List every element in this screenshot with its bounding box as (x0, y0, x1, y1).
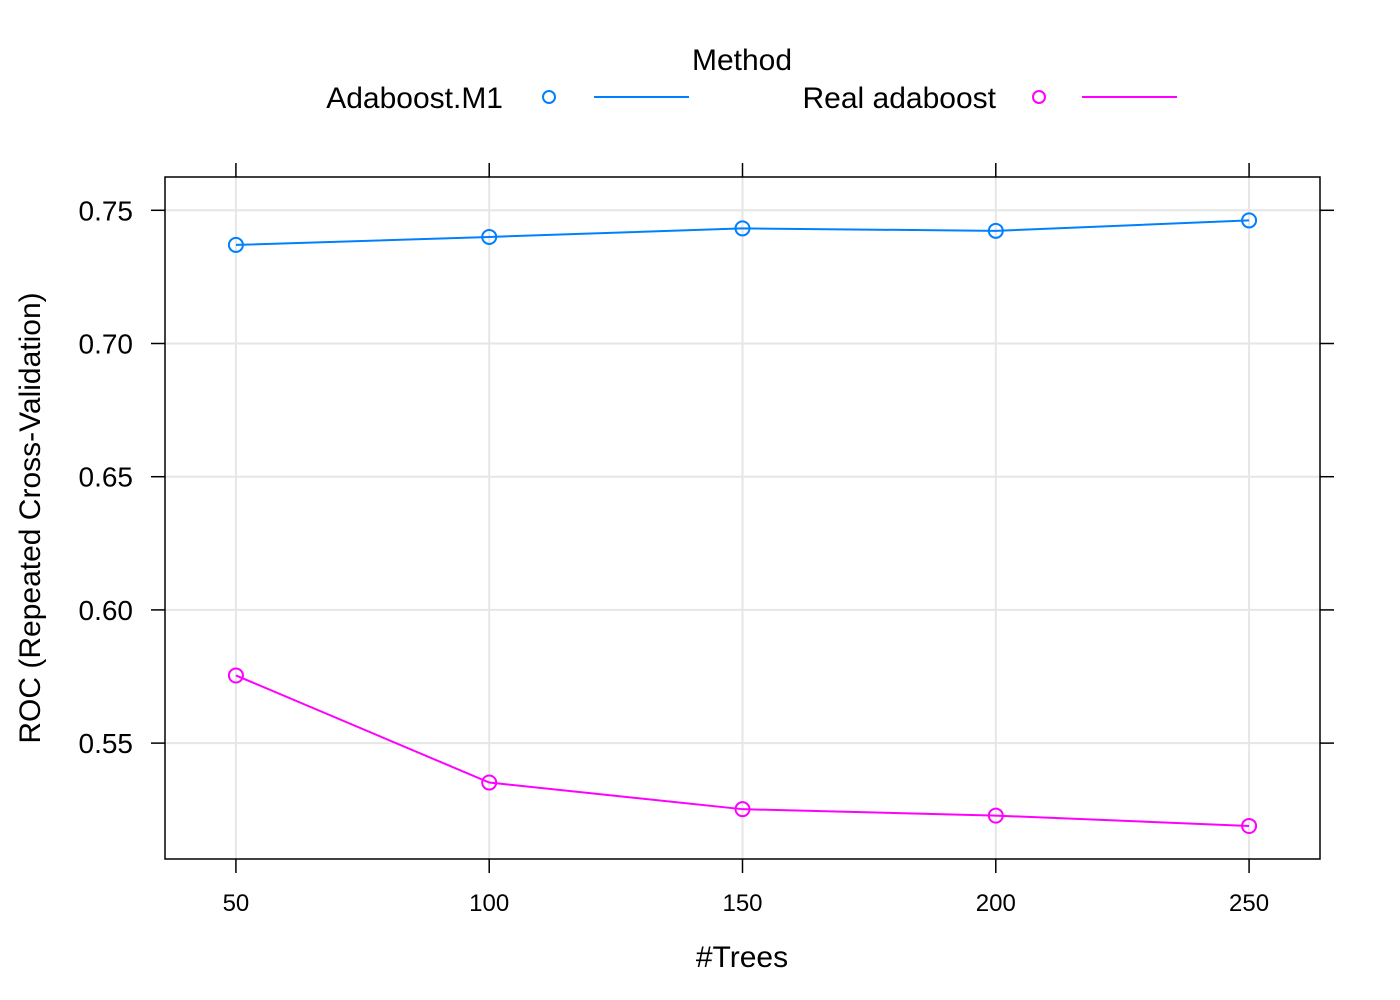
legend-title: Method (692, 44, 792, 77)
legend-entry-1: Real adaboost (803, 82, 1177, 115)
data-point (734, 220, 751, 237)
x-tick-label: 250 (1229, 890, 1269, 917)
y-axis-label: ROC (Repeated Cross-Validation) (14, 292, 47, 743)
x-tick-label: 100 (469, 890, 509, 917)
data-point (734, 801, 751, 818)
y-tick-label: 0.75 (79, 195, 134, 226)
y-tick-label: 0.60 (79, 595, 134, 626)
data-point (481, 228, 498, 245)
legend-marker (542, 90, 556, 104)
data-point (987, 222, 1004, 239)
axis-ticks: 50 100 150 200 250 0.55 0.60 0.65 0.70 0.75 (79, 163, 1334, 917)
data-point (227, 236, 244, 253)
x-tick-label: 50 (223, 890, 250, 917)
series-line (235, 674, 1250, 827)
x-tick-label: 200 (976, 890, 1016, 917)
legend: Adaboost.M1 Real adaboost (326, 82, 1177, 115)
legend-marker (1032, 90, 1046, 104)
y-tick-label: 0.65 (79, 462, 134, 493)
x-tick-label: 150 (722, 890, 762, 917)
grid (165, 177, 1320, 859)
y-tick-label: 0.70 (79, 329, 134, 360)
data-point (987, 807, 1004, 824)
y-tick-label: 0.55 (79, 728, 134, 759)
legend-label: Adaboost.M1 (326, 82, 503, 115)
x-axis-label: #Trees (696, 941, 788, 974)
legend-label: Real adaboost (803, 82, 997, 115)
data-point (481, 774, 498, 791)
series-0 (227, 212, 1258, 253)
data-point (1241, 817, 1258, 834)
data-point (1241, 212, 1258, 229)
data-point (227, 667, 244, 684)
series (227, 212, 1258, 834)
series-1 (227, 667, 1258, 834)
plot-frame (164, 176, 1321, 860)
series-line (235, 219, 1250, 246)
legend-entry-0: Adaboost.M1 (326, 82, 689, 115)
